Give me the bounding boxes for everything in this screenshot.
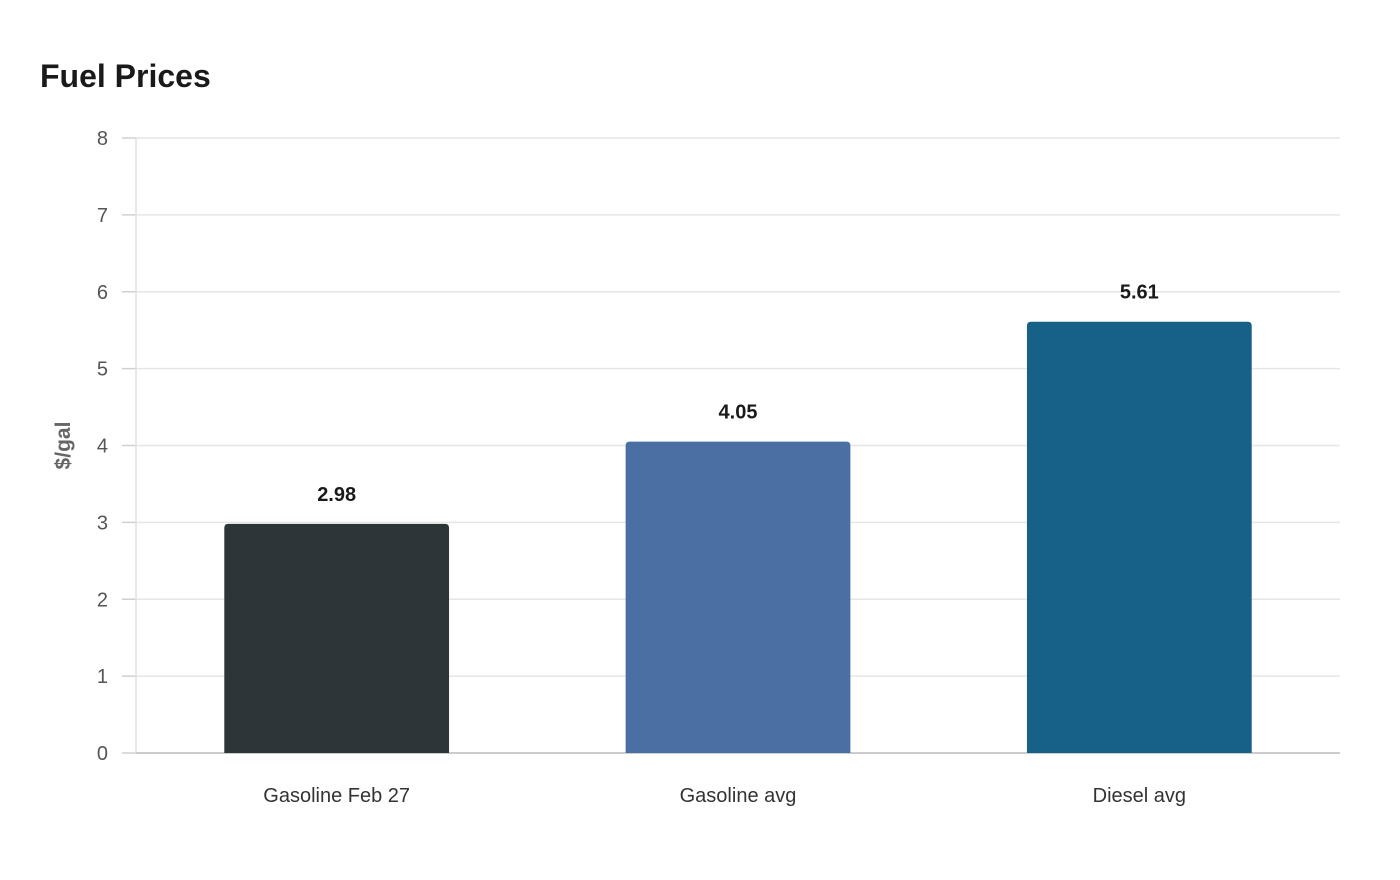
bar — [625, 441, 851, 753]
bar — [224, 523, 450, 753]
bar-value-label: 4.05 — [719, 402, 758, 424]
chart-title: Fuel Prices — [40, 58, 211, 94]
x-category-label: Diesel avg — [1093, 785, 1186, 807]
y-tick-label: 5 — [97, 359, 108, 381]
y-tick-label: 0 — [97, 743, 108, 765]
y-tick-label: 4 — [97, 436, 108, 458]
bar — [1026, 321, 1252, 753]
x-category-label: Gasoline Feb 27 — [263, 785, 410, 807]
bar-value-label: 2.98 — [317, 484, 356, 506]
bar-value-label: 5.61 — [1120, 282, 1159, 304]
y-tick-label: 8 — [97, 128, 108, 150]
y-axis-title: $/gal — [52, 422, 75, 470]
y-tick-label: 2 — [97, 589, 108, 611]
y-tick-label: 7 — [97, 205, 108, 227]
y-tick-label: 3 — [97, 512, 108, 534]
x-category-label: Gasoline avg — [680, 785, 797, 807]
bars — [224, 321, 1252, 753]
y-tick-label: 6 — [97, 282, 108, 304]
y-tick-label: 1 — [97, 666, 108, 688]
labels: 2.98 Gasoline Feb 27 4.05 Gasoline avg 5.61 D… — [263, 282, 1186, 807]
